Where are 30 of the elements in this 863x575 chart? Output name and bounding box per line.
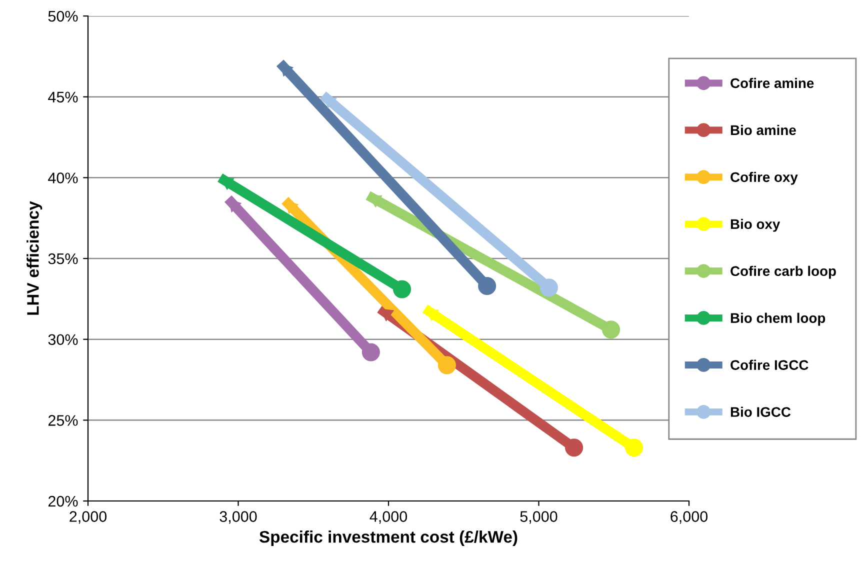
point (602, 320, 620, 339)
legend-label: Cofire amine (730, 78, 814, 88)
y-axis-title: LHV efficiency (26, 201, 42, 315)
legend-label: Bio chem loop (730, 312, 826, 326)
point (565, 438, 584, 457)
y-tick-label: 45% (48, 92, 78, 103)
point (540, 278, 558, 297)
point (438, 356, 456, 374)
legend-label: Cofire oxy (730, 172, 798, 185)
y-tick-label: 40% (48, 172, 78, 184)
x-axis-title: Specific investment cost (£/kWe) (259, 530, 518, 546)
legend-label: Bio oxy (730, 218, 780, 232)
legend-label: Cofire carb loop (730, 266, 836, 279)
x-tick-label: 6,000 (670, 511, 708, 524)
y-tick-label: 30% (48, 334, 78, 346)
y-tick-label: 35% (48, 253, 78, 264)
y-tick-label: 20% (48, 496, 78, 507)
point (392, 280, 412, 298)
x-tick-label: 4,000 (370, 511, 408, 524)
point (624, 438, 644, 457)
x-tick-label: 3,000 (220, 511, 257, 524)
y-tick-label: 50% (48, 10, 78, 22)
legend-label: Bio IGCC (730, 406, 791, 417)
legend-label: Cofire IGCC (730, 360, 808, 370)
point (478, 276, 496, 296)
legend-label: Bio amine (730, 124, 796, 136)
point (362, 343, 380, 362)
x-tick-label: 2,000 (70, 511, 107, 524)
y-tick-label: 25% (48, 415, 78, 426)
x-tick-label: 5,000 (520, 511, 558, 524)
